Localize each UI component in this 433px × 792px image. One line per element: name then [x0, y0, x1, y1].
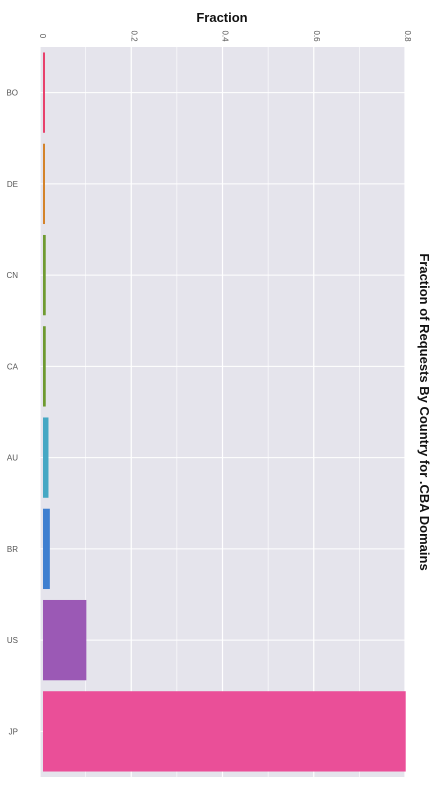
- bar-bo: [43, 52, 45, 133]
- category-label-us: US: [7, 636, 18, 645]
- gridlines: [39, 47, 406, 777]
- category-label-ca: CA: [7, 362, 19, 371]
- category-label-bo: BO: [6, 89, 18, 98]
- x-tick-label: 0.8: [403, 30, 412, 42]
- category-label-br: BR: [7, 545, 18, 554]
- bar-us: [43, 599, 87, 681]
- bar-ca: [43, 326, 46, 407]
- bar-de: [43, 143, 45, 225]
- x-axis-title: Fraction: [196, 10, 247, 25]
- category-labels: BO DE CN CA AU BR US JP: [6, 89, 18, 737]
- category-label-jp: JP: [9, 727, 18, 736]
- category-label-de: DE: [7, 180, 18, 189]
- bars: [43, 52, 406, 772]
- category-label-au: AU: [7, 454, 18, 463]
- bar-br: [43, 508, 50, 590]
- category-label-cn: CN: [6, 271, 18, 280]
- bar-cn: [43, 234, 46, 316]
- bar-jp: [43, 691, 406, 772]
- chart-title: Fraction of Requests By Country for .CBA…: [417, 253, 432, 570]
- bar-au: [43, 417, 49, 498]
- x-tick-label: 0.6: [312, 30, 321, 42]
- x-tick-label: 0: [38, 34, 47, 39]
- x-tick-labels: 0 0.2 0.4 0.6 0.8: [38, 30, 412, 42]
- x-tick-label: 0.2: [129, 30, 138, 42]
- x-tick-label: 0.4: [221, 30, 230, 42]
